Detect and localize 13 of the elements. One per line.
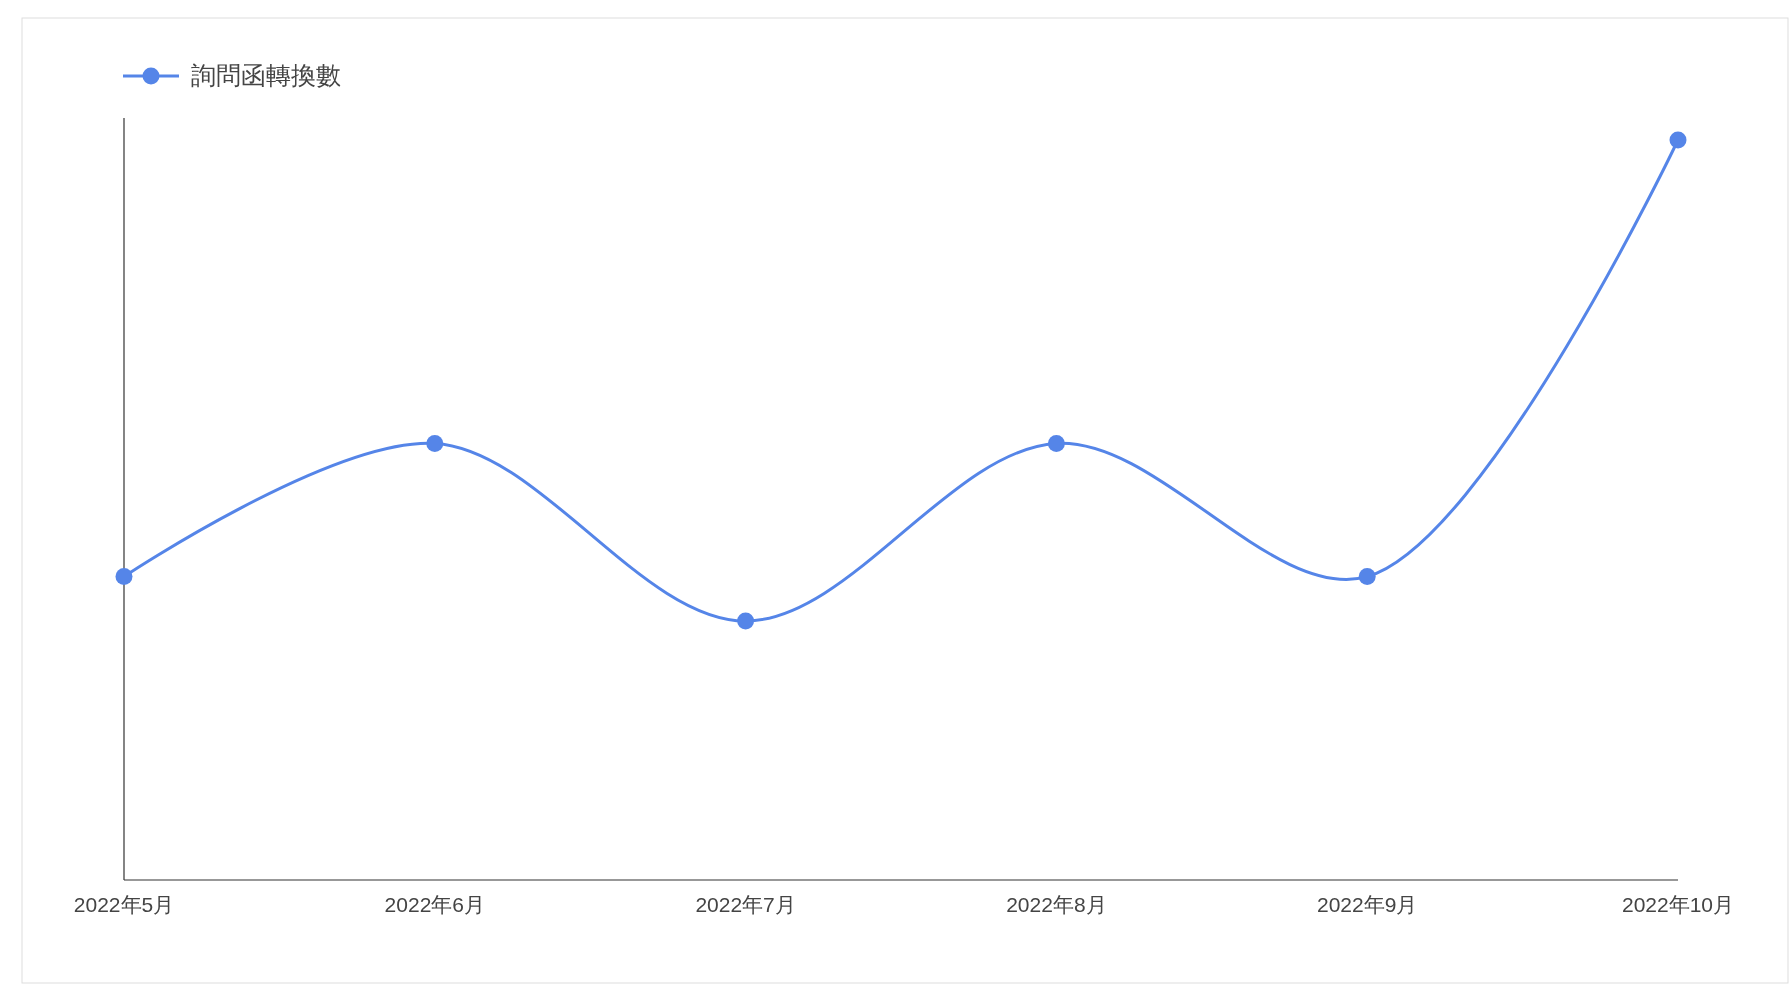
point <box>426 434 444 452</box>
x-tick-label: 2022年10月 <box>1621 893 1735 916</box>
x-tick-label: 2022年6月 <box>384 893 485 916</box>
x-tick-label: 2022年5月 <box>73 893 175 916</box>
point <box>1669 131 1687 149</box>
x-tick-label: 2022年7月 <box>695 893 796 916</box>
x-tick-label: 2022年8月 <box>1006 893 1107 916</box>
legend-label: 詢問函轉換數 <box>191 61 341 89</box>
point <box>115 568 133 586</box>
point <box>1047 434 1065 452</box>
point <box>737 612 755 630</box>
point <box>1358 568 1376 586</box>
x-tick-label: 2022年9月 <box>1317 893 1418 916</box>
